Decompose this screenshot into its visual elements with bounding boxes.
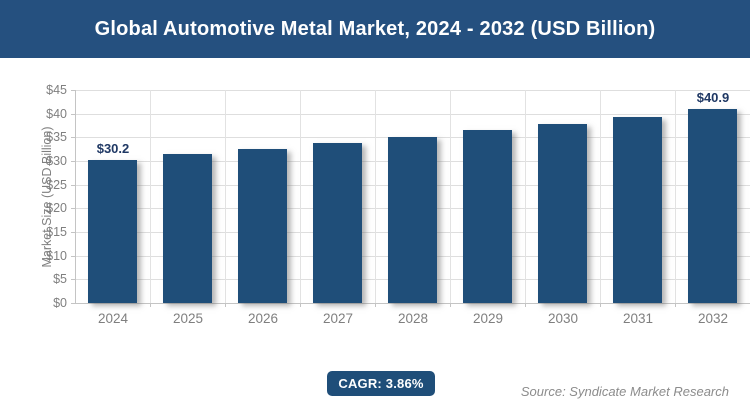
h-gridline bbox=[75, 113, 750, 115]
source-text: Source: Syndicate Market Research bbox=[520, 384, 729, 399]
y-axis-tick bbox=[71, 184, 75, 186]
title-bar: Global Automotive Metal Market, 2024 - 2… bbox=[0, 0, 750, 58]
y-axis-tick bbox=[71, 113, 75, 115]
bar bbox=[613, 116, 662, 303]
x-tick-label: 2025 bbox=[172, 311, 204, 326]
x-tick-label: 2030 bbox=[547, 311, 579, 326]
x-axis-tick bbox=[450, 303, 451, 307]
y-tick-label: $5 bbox=[53, 272, 67, 287]
x-tick-label: 2024 bbox=[97, 311, 129, 326]
y-axis-tick bbox=[71, 137, 75, 139]
chart-area: Market Size (USD Billion) $0 $5 $10 $15 $20 $… bbox=[0, 58, 750, 358]
y-axis-tick bbox=[71, 161, 75, 162]
bar bbox=[463, 130, 512, 303]
y-axis-title: Market Size (USD Billion) bbox=[40, 126, 54, 268]
v-gridline bbox=[675, 90, 676, 303]
v-gridline bbox=[525, 90, 526, 303]
bar bbox=[313, 143, 362, 303]
x-axis-tick bbox=[225, 303, 226, 307]
v-gridline bbox=[450, 90, 451, 303]
x-axis-tick bbox=[600, 303, 601, 307]
cagr-badge: CAGR: 3.86% bbox=[327, 371, 435, 396]
bar bbox=[388, 136, 437, 303]
x-tick-label: 2029 bbox=[472, 311, 504, 326]
y-tick-label: $20 bbox=[46, 201, 67, 216]
bar bbox=[688, 109, 737, 303]
h-gridline bbox=[75, 90, 750, 91]
y-axis-tick bbox=[71, 255, 75, 257]
y-tick-label: $0 bbox=[53, 296, 67, 310]
chart-title: Global Automotive Metal Market, 2024 - 2… bbox=[94, 17, 656, 40]
y-axis-tick bbox=[71, 90, 75, 91]
y-axis-tick bbox=[71, 232, 75, 233]
x-axis-tick bbox=[150, 303, 151, 307]
y-tick-label: $35 bbox=[46, 130, 67, 145]
bar bbox=[88, 160, 137, 303]
v-gridline bbox=[150, 90, 151, 303]
y-axis-line bbox=[75, 90, 76, 304]
v-gridline bbox=[225, 90, 226, 303]
y-tick-label: $15 bbox=[46, 225, 67, 239]
v-gridline bbox=[600, 90, 601, 303]
y-tick-label: $40 bbox=[46, 106, 67, 121]
plot-area: $0 $5 $10 $15 $20 $25 $30 $35 $40 $45 $30.2 2024 202… bbox=[46, 83, 750, 326]
x-tick-label: 2032 bbox=[697, 311, 729, 326]
bar bbox=[538, 123, 587, 303]
y-tick-label: $25 bbox=[46, 177, 67, 192]
x-axis-tick bbox=[675, 303, 676, 307]
x-tick-label: 2028 bbox=[397, 311, 429, 326]
x-axis-tick bbox=[525, 303, 526, 307]
bar-value-label: $40.9 bbox=[696, 90, 730, 106]
v-gridline bbox=[375, 90, 376, 303]
bar-value-label: $30.2 bbox=[96, 141, 130, 157]
y-tick-label: $30 bbox=[46, 154, 67, 168]
x-tick-label: 2026 bbox=[247, 311, 279, 326]
bar bbox=[163, 154, 212, 303]
y-tick-label: $10 bbox=[46, 248, 67, 263]
y-axis-tick bbox=[71, 279, 75, 281]
y-axis-tick bbox=[71, 208, 75, 210]
x-axis-tick bbox=[375, 303, 376, 307]
y-tick-label: $45 bbox=[46, 83, 67, 97]
x-tick-label: 2027 bbox=[322, 311, 354, 326]
x-tick-label: 2031 bbox=[622, 311, 654, 326]
bar bbox=[238, 148, 287, 303]
x-axis-line bbox=[71, 303, 750, 304]
v-gridline bbox=[300, 90, 301, 303]
x-axis-tick bbox=[300, 303, 301, 307]
